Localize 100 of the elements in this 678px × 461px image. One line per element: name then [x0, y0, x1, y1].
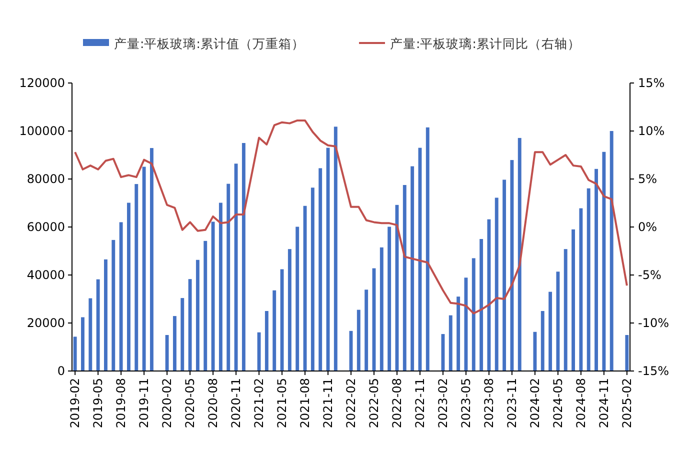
bar [448, 315, 452, 371]
x-tick-label: 2020-05 [183, 378, 198, 428]
x-tick-label: 2025-02 [620, 378, 634, 428]
bar [211, 222, 215, 371]
bar [602, 152, 606, 371]
bar [388, 226, 392, 371]
y-tick-label: 60000 [26, 220, 65, 234]
x-tick-label: 2020-08 [206, 378, 220, 428]
x-tick-label: 2023-05 [458, 378, 473, 428]
bar [165, 335, 169, 371]
bar [510, 160, 514, 371]
bar [579, 208, 583, 371]
bar [380, 247, 384, 371]
y-tick-label: 120000 [19, 76, 65, 90]
x-tick-label: 2020-11 [229, 378, 244, 428]
y-tick-label: 40000 [26, 268, 65, 282]
bar [204, 240, 208, 371]
line-series [74, 119, 628, 314]
bar [218, 202, 222, 371]
y2-tick-label: -5% [638, 268, 662, 282]
bar [487, 219, 491, 371]
bar [402, 185, 406, 371]
bar [464, 278, 468, 371]
bar [594, 168, 598, 371]
bar [88, 298, 92, 371]
bar [180, 298, 184, 371]
bar [456, 296, 460, 371]
y2-tick-label: -10% [638, 316, 670, 330]
bar [548, 292, 552, 371]
bar [556, 272, 560, 371]
bar [296, 226, 300, 371]
bar [502, 180, 506, 371]
bar [518, 138, 522, 371]
bar [73, 336, 77, 371]
legend-label: 产量:平板玻璃:累计值（万重箱） [114, 36, 304, 51]
bar [318, 168, 322, 371]
bar [533, 332, 537, 371]
bar [625, 335, 629, 371]
bar [112, 240, 116, 371]
x-tick-label: 2022-05 [366, 378, 381, 428]
x-tick-label: 2024-02 [528, 378, 542, 428]
y2-tick-label: 10% [638, 124, 665, 138]
x-tick-label: 2023-02 [436, 378, 450, 428]
x-tick-label: 2020-02 [160, 378, 174, 428]
x-tick-label: 2019-11 [137, 378, 152, 428]
bar [142, 166, 146, 371]
bar [234, 164, 238, 371]
bar [356, 310, 360, 371]
x-tick-label: 2021-11 [321, 378, 336, 428]
bar [472, 258, 476, 371]
x-tick-label: 2022-02 [344, 378, 358, 428]
x-tick-label: 2024-11 [596, 378, 611, 428]
bar [310, 188, 314, 371]
x-tick-label: 2021-02 [252, 378, 266, 428]
y2-tick-label: 0% [638, 220, 658, 234]
x-tick-label: 2023-08 [482, 378, 496, 428]
bar [540, 311, 544, 371]
y2-tick-label: -15% [638, 364, 670, 378]
bar [104, 259, 108, 371]
bar [119, 222, 123, 371]
bar [426, 127, 430, 371]
bar [494, 198, 498, 371]
bar [188, 279, 192, 371]
x-tick-label: 2021-05 [275, 378, 290, 428]
bar [96, 279, 100, 371]
x-tick-label: 2024-05 [550, 378, 565, 428]
bar [334, 126, 338, 371]
x-tick-label: 2019-05 [91, 378, 106, 428]
bar [226, 184, 230, 371]
bar [288, 249, 292, 371]
y-tick-label: 20000 [26, 316, 65, 330]
bar [150, 148, 154, 371]
x-tick-label: 2019-02 [68, 378, 82, 428]
y-tick-label: 100000 [19, 124, 65, 138]
x-tick-label: 2024-08 [574, 378, 588, 428]
y2-tick-label: 5% [638, 172, 658, 186]
x-tick-label: 2022-11 [412, 378, 427, 428]
bar [586, 188, 590, 371]
y2-tick-label: 15% [638, 76, 665, 90]
bar [572, 229, 576, 371]
bar [272, 290, 276, 371]
y-tick-label: 0 [57, 364, 65, 378]
x-tick-label: 2023-11 [504, 378, 519, 428]
bar [134, 184, 138, 371]
bar [610, 131, 614, 371]
bar [126, 202, 130, 371]
bar [410, 166, 414, 371]
bar [172, 316, 176, 371]
bar [264, 311, 268, 371]
bar [564, 249, 568, 371]
bar [364, 290, 368, 371]
bar [242, 143, 246, 371]
x-tick-label: 2022-08 [390, 378, 404, 428]
x-tick-label: 2021-08 [298, 378, 312, 428]
x-tick-label: 2019-08 [114, 378, 128, 428]
bar [196, 260, 200, 371]
legend-label: 产量:平板玻璃:累计同比（右轴） [390, 36, 580, 51]
bar [480, 239, 484, 371]
y-tick-label: 80000 [26, 172, 65, 186]
bar [81, 317, 84, 371]
